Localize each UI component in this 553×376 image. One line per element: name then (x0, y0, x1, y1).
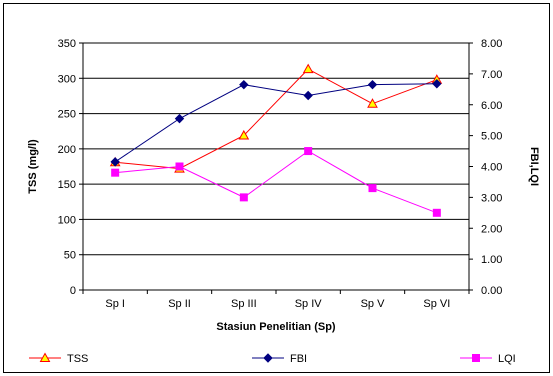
y2-tick-label: 7.00 (481, 69, 502, 81)
data-point (367, 79, 378, 90)
data-point (302, 63, 314, 74)
legend: TSS FBI LQI (29, 352, 516, 365)
data-point (367, 98, 378, 108)
legend-marker (472, 354, 480, 362)
data-point (368, 184, 377, 193)
y2-tick-label: 6.00 (481, 100, 502, 112)
y-tick-label: 250 (58, 109, 76, 121)
x-tick-label: Sp VI (423, 298, 450, 310)
y-tick-label: 200 (58, 144, 76, 156)
x-tick-label: Sp II (168, 298, 191, 310)
x-tick-label: Sp I (105, 298, 125, 310)
y2-tick-label: 5.00 (481, 131, 502, 143)
y-axis-title: TSS (mg/l) (27, 139, 39, 194)
data-point (111, 168, 120, 177)
grid-lines (83, 42, 469, 256)
data-point (175, 162, 184, 171)
data-point (238, 129, 250, 140)
data-point (174, 113, 185, 124)
y-tick-label: 100 (58, 214, 76, 226)
y2-tick-label: 8.00 (481, 38, 502, 50)
legend-item-tss: TSS (29, 352, 88, 365)
chart-frame: 0 50 100 150 200 250 300 350 0.00 1.00 2.00 3.00 4.0… (3, 3, 550, 373)
data-point (239, 193, 248, 202)
y-tick-label: 150 (58, 179, 76, 191)
y-tick-label: 50 (64, 250, 76, 262)
legend-label: LQI (498, 353, 516, 365)
axis-labels: 0 50 100 150 200 250 300 350 0.00 1.00 2.00 3.00 4.0… (27, 38, 540, 333)
y2-tick-label: 1.00 (481, 254, 502, 266)
y2-tick-label: 0.00 (481, 285, 502, 297)
y2-tick-label: 2.00 (481, 223, 502, 235)
legend-label: TSS (67, 353, 88, 365)
series-line (114, 83, 437, 163)
plot-area-border (82, 42, 470, 291)
data-point (303, 90, 313, 101)
x-tick-label: Sp III (231, 298, 257, 310)
x-tick-label: Sp IV (295, 298, 323, 310)
data-point (239, 79, 249, 90)
y2-tick-label: 3.00 (481, 192, 502, 204)
series-fbi (110, 79, 442, 167)
data-point (432, 208, 441, 217)
y-tick-label: 300 (58, 73, 76, 85)
series-tss (109, 63, 443, 173)
y-tick-label: 350 (58, 38, 76, 50)
chart-svg: 0 50 100 150 200 250 300 350 0.00 1.00 2.00 3.00 4.0… (27, 38, 540, 365)
legend-item-fbi: FBI (252, 353, 307, 365)
y2-tick-label: 4.00 (481, 162, 502, 174)
legend-item-lqi: LQI (460, 353, 516, 365)
y-tick-label: 0 (70, 285, 76, 297)
data-point (432, 79, 442, 89)
x-axis-title: Stasiun Penelitian (Sp) (216, 321, 336, 333)
y2-axis-title: FBI,LQI (528, 147, 540, 186)
data-point (110, 157, 120, 167)
series-layer (109, 63, 443, 217)
legend-marker (263, 353, 273, 363)
series-line (115, 150, 438, 214)
legend-marker (39, 352, 51, 362)
x-tick-label: Sp V (361, 298, 386, 310)
axes (79, 42, 473, 294)
data-point (304, 147, 313, 156)
series-lqi (111, 147, 441, 217)
legend-label: FBI (290, 353, 307, 365)
